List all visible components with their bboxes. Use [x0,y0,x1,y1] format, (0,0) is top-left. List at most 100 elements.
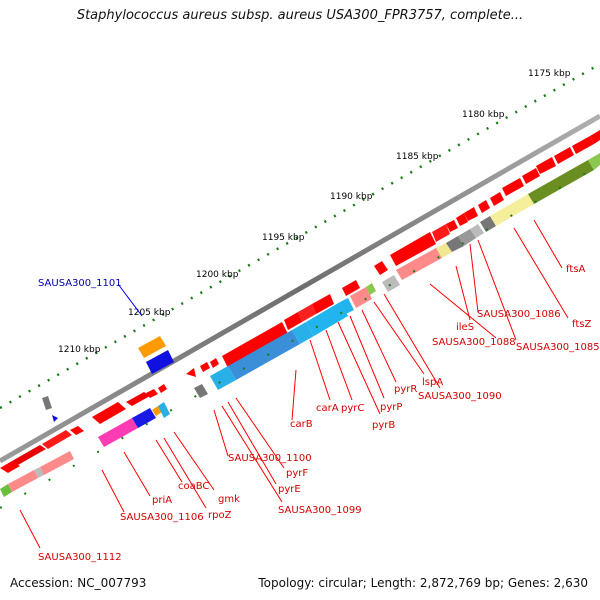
gene-block[interactable] [480,216,496,232]
gene-label[interactable]: ftsA [566,264,585,275]
selected-gene-label[interactable]: SAUSA300_1101 [38,278,122,289]
gene-block[interactable] [470,224,484,238]
gene-label[interactable]: carB [290,419,313,430]
gene-block[interactable] [98,418,138,447]
gene-label[interactable]: SAUSA300_1088 [432,337,516,348]
gene-label[interactable]: ileS [456,322,474,333]
gene-arrow[interactable] [554,147,574,164]
gene-arrow[interactable] [432,224,450,242]
scale-tick-label: 1190 kbp [330,192,373,202]
gene-label[interactable]: pyrR [394,384,417,395]
gene-block[interactable] [446,236,464,252]
gene-block[interactable] [436,243,452,258]
gene-label[interactable]: SAUSA300_1106 [120,512,204,523]
gene-label[interactable]: SAUSA300_1086 [477,309,561,320]
gene-arrow[interactable] [42,430,72,449]
gene-block[interactable] [588,153,600,170]
gene-block[interactable] [458,229,476,246]
gene-leader-line [227,401,277,485]
scale-ticks: 1175 kbp 1180 kbp 1185 kbp 1190 kbp 1195… [58,69,571,355]
gene-arrow[interactable] [456,213,468,226]
gene-label[interactable]: gmk [218,494,240,505]
gene-block[interactable] [366,283,376,295]
gene-block[interactable] [0,484,12,497]
gene-arrow[interactable] [312,294,334,314]
gene-label[interactable]: SAUSA300_1112 [38,552,122,563]
gene-label[interactable]: coaBC [178,481,209,492]
gene-leader-line [309,339,331,401]
gene-arrow[interactable] [158,384,167,393]
gene-label[interactable]: pyrF [286,468,308,479]
gene-label[interactable]: priA [152,495,172,506]
gene-arrow[interactable] [536,157,556,174]
gene-leader-line [513,227,569,319]
gene-arrow[interactable] [126,392,150,406]
genome-info-text: Topology: circular; Length: 2,872,769 bp… [258,576,588,590]
gene-leader-line [373,301,425,375]
gene-leader-line [235,397,285,469]
gene-arrow[interactable] [92,402,126,424]
gene-block[interactable] [132,408,156,428]
gene-arrow[interactable] [522,168,540,184]
gene-label[interactable]: SAUSA300_1099 [278,505,362,516]
gene-label[interactable]: SAUSA300_1100 [228,453,312,464]
gene-block[interactable] [490,194,534,226]
gene-arrow[interactable] [70,426,84,435]
gene-label[interactable]: rpoZ [208,510,232,521]
gene-block[interactable] [382,275,400,292]
gene-label[interactable]: pyrC [341,403,364,414]
gene-labels: ftsA ftsZ SAUSA300_1085 SAUSA300_1086 il… [19,219,600,563]
gene-arrow[interactable] [390,232,436,266]
gene-arrow[interactable] [0,461,20,473]
gene-block[interactable] [350,287,372,308]
gene-leader-line [325,329,353,401]
gene-label[interactable]: ftsZ [572,319,591,330]
gene-leader-line [123,451,151,497]
gene-arrow[interactable] [298,304,316,322]
map-title: Staphylococcus aureus subsp. aureus USA3… [76,8,524,23]
gene-block[interactable] [34,467,44,478]
gene-block[interactable] [396,248,442,280]
scale-tick-label: 1175 kbp [528,69,571,79]
gene-arrow[interactable] [590,130,600,144]
gene-label[interactable]: carA [316,403,339,414]
gene-arrow[interactable] [12,445,46,465]
gene-arrow[interactable] [490,192,504,206]
gene-arrow[interactable] [464,207,478,221]
gene-arrow[interactable] [200,362,210,372]
gene-leader-line [291,369,297,421]
scale-tick-label: 1195 kbp [262,233,305,243]
gene-arrow[interactable] [502,178,524,196]
gene-arrow[interactable] [284,312,302,330]
scale-tick-label: 1180 kbp [462,110,505,120]
gene-block[interactable] [228,330,300,380]
gene-label[interactable]: SAUSA300_1090 [418,391,502,402]
scale-tick-label: 1200 kbp [196,270,239,280]
gene-block[interactable] [8,470,38,492]
gene-label[interactable]: SAUSA300_1085 [516,342,600,353]
gene-label[interactable]: pyrP [380,402,402,413]
gene-arrow[interactable] [446,220,458,232]
gene-block[interactable] [528,160,594,204]
gene-block[interactable] [194,384,208,398]
gene-arrow[interactable] [374,261,388,275]
gene-arrow[interactable] [222,322,288,368]
gene-label[interactable]: pyrE [278,484,301,495]
selected-gene-block[interactable] [42,336,174,422]
gene-arrow[interactable] [210,358,219,368]
gene-arrow[interactable] [478,200,490,213]
gene-label[interactable]: pyrB [372,420,395,431]
gene-arrow[interactable] [186,368,196,377]
gene-arrow[interactable] [146,389,158,398]
gene-arrow[interactable] [572,136,594,154]
gene-label[interactable]: lspA [422,377,443,388]
gene-block[interactable] [292,322,314,344]
gene-block[interactable] [210,366,236,390]
gene-arrow[interactable] [342,280,360,296]
gene-leader-line [349,315,385,399]
gene-block[interactable] [340,298,354,314]
gene-block[interactable] [40,451,74,475]
gene-block[interactable] [158,402,170,418]
